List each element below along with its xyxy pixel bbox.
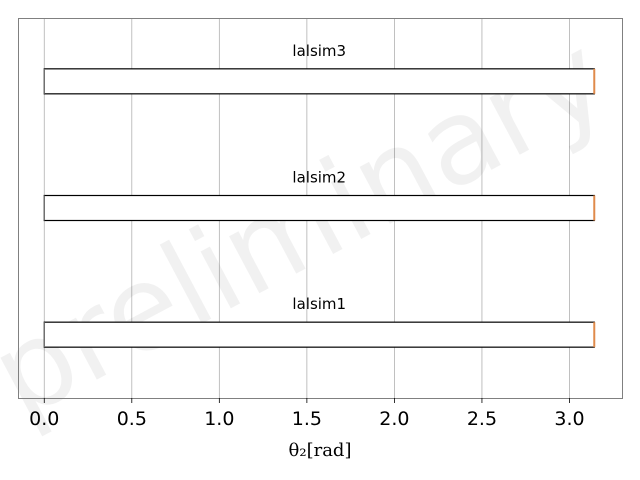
x-tick-label-0: 0.0 [29,408,59,430]
box-lalsim2: lalsim2 [43,169,596,222]
boxes: lalsim3 lalsim2 lalsim1 [43,42,596,348]
box-label-lalsim2: lalsim2 [292,169,346,187]
x-tick-label-4: 2.0 [379,408,409,430]
box-body-lalsim2 [43,194,595,222]
axes-frame [18,18,623,399]
x-tick-label-6: 3.0 [554,408,584,430]
box-label-lalsim3: lalsim3 [292,42,346,60]
box-lalsim3: lalsim3 [43,42,596,95]
x-tick-label-3: 1.5 [292,408,322,430]
box-body-lalsim3 [43,68,595,95]
x-axis-ticks: 0.0 0.5 1.0 1.5 2.0 2.5 3.0 [29,398,585,430]
x-tick-label-5: 2.5 [467,408,497,430]
box-body-lalsim1 [43,321,595,348]
box-lalsim1: lalsim1 [43,295,596,348]
x-axis-label: θ₂[rad] [289,440,352,461]
box-label-lalsim1: lalsim1 [292,295,346,313]
x-tick-label-1: 0.5 [117,408,147,430]
x-tick-label-2: 1.0 [204,408,234,430]
